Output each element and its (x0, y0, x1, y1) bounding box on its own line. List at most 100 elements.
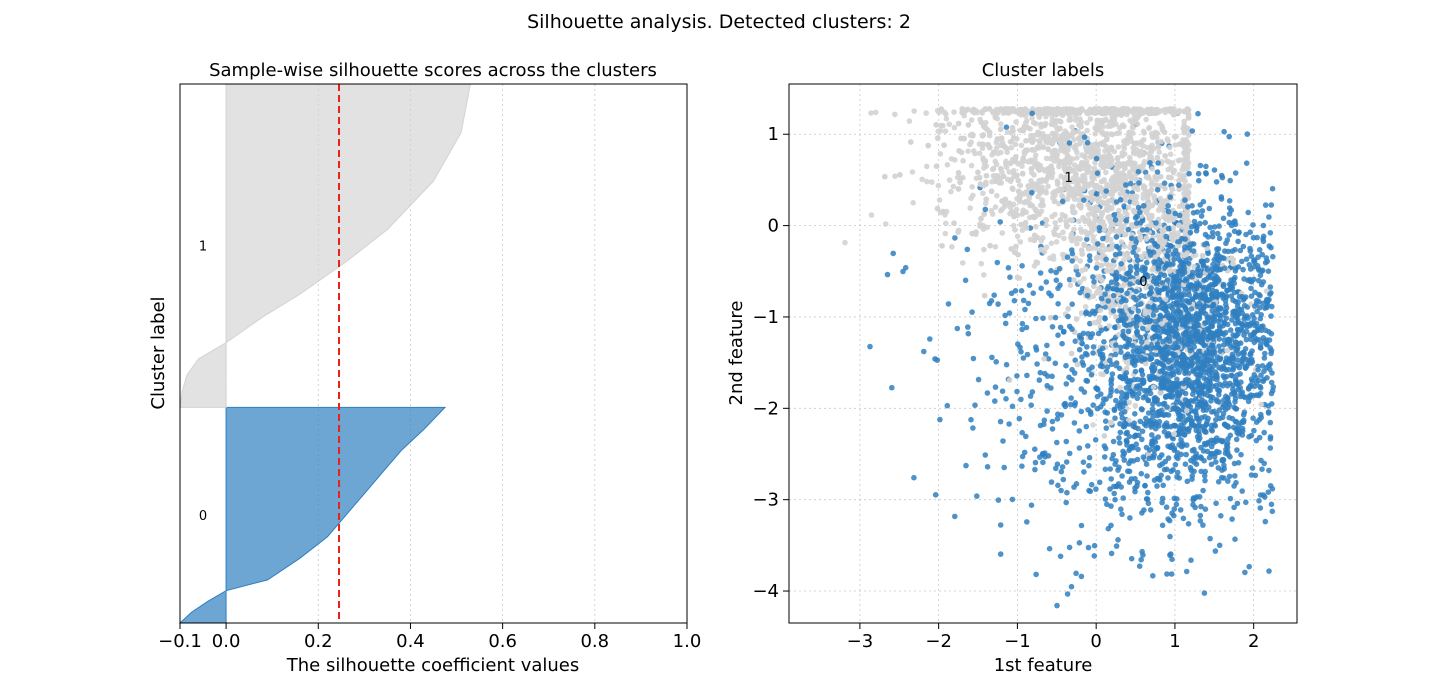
scatter-point-cluster-0 (1187, 241, 1193, 248)
scatter-point-cluster-0 (1235, 357, 1241, 363)
scatter-point-cluster-0 (1019, 429, 1025, 436)
scatter-point-cluster-1 (1113, 168, 1119, 174)
scatter-point-cluster-0 (1204, 448, 1211, 455)
scatter-point-cluster-0 (1135, 204, 1142, 211)
scatter-point-cluster-1 (1045, 173, 1051, 180)
scatter-point-cluster-1 (1138, 141, 1144, 148)
scatter-point-cluster-1 (946, 121, 953, 128)
scatter-point-cluster-0 (1176, 212, 1183, 219)
scatter-point-cluster-0 (1195, 416, 1201, 422)
scatter-point-cluster-1 (1184, 155, 1191, 161)
scatter-point-cluster-0 (1024, 351, 1031, 358)
scatter-point-cluster-1 (1144, 339, 1150, 346)
scatter-point-cluster-1 (986, 129, 993, 136)
scatter-point-cluster-1 (948, 188, 954, 195)
scatter-point-cluster-0 (1147, 317, 1153, 324)
scatter-point-cluster-1 (1085, 164, 1091, 170)
scatter-point-cluster-0 (997, 219, 1003, 225)
scatter-point-cluster-0 (1181, 244, 1188, 250)
scatter-point-cluster-0 (1168, 551, 1174, 557)
scatter-point-cluster-0 (1159, 495, 1166, 502)
scatter-point-cluster-0 (1036, 377, 1043, 383)
scatter-point-cluster-0 (982, 452, 989, 458)
scatter-point-cluster-0 (1059, 198, 1066, 205)
scatter-point-cluster-1 (1084, 120, 1090, 126)
scatter-point-cluster-0 (1218, 474, 1225, 481)
scatter-point-cluster-0 (1218, 513, 1224, 519)
scatter-point-cluster-0 (1098, 327, 1105, 334)
scatter-point-cluster-0 (1229, 516, 1235, 522)
scatter-point-cluster-0 (1012, 288, 1019, 294)
scatter-point-cluster-1 (1109, 186, 1116, 192)
scatter-point-cluster-1 (1035, 181, 1041, 187)
scatter-point-cluster-0 (1239, 360, 1245, 367)
scatter-point-cluster-0 (1206, 205, 1213, 212)
scatter-point-cluster-1 (935, 182, 942, 189)
scatter-point-cluster-1 (1106, 323, 1113, 329)
scatter-point-cluster-0 (1259, 466, 1265, 473)
scatter-point-cluster-1 (1018, 127, 1025, 133)
scatter-point-cluster-1 (923, 110, 929, 116)
scatter-point-cluster-0 (1119, 511, 1125, 518)
scatter-point-cluster-0 (1066, 276, 1073, 283)
scatter-point-cluster-1 (975, 169, 981, 176)
scatter-point-cluster-0 (1191, 320, 1197, 326)
scatter-point-cluster-1 (1090, 422, 1096, 428)
scatter-point-cluster-0 (1197, 311, 1203, 317)
scatter-point-cluster-1 (1067, 155, 1073, 162)
scatter-point-cluster-1 (1013, 154, 1019, 160)
scatter-point-cluster-0 (964, 246, 971, 253)
scatter-point-cluster-0 (1084, 378, 1091, 384)
silhouette-axes-frame (179, 83, 688, 624)
scatter-point-cluster-0 (1240, 412, 1247, 418)
scatter-point-cluster-0 (1108, 476, 1114, 482)
scatter-point-cluster-0 (1178, 451, 1184, 458)
scatter-point-cluster-1 (959, 106, 965, 112)
scatter-point-cluster-0 (1032, 459, 1039, 466)
scatter-point-cluster-0 (1164, 350, 1170, 357)
scatter-point-cluster-1 (1067, 282, 1074, 289)
scatter-point-cluster-1 (980, 190, 986, 197)
scatter-point-cluster-0 (1232, 268, 1239, 274)
scatter-point-cluster-0 (1185, 260, 1192, 267)
scatter-point-cluster-0 (1087, 320, 1093, 327)
scatter-point-cluster-0 (1116, 440, 1123, 446)
scatter-point-cluster-0 (1208, 426, 1215, 433)
scatter-point-cluster-1 (1039, 177, 1046, 183)
scatter-point-cluster-0 (1032, 446, 1038, 453)
scatter-point-cluster-1 (980, 141, 986, 148)
scatter-point-cluster-0 (1199, 208, 1206, 214)
scatter-point-cluster-1 (1071, 277, 1077, 283)
scatter-point-cluster-1 (1097, 307, 1104, 314)
scatter-point-cluster-1 (979, 133, 986, 139)
scatter-point-cluster-1 (1014, 233, 1021, 240)
scatter-point-cluster-0 (1052, 360, 1059, 367)
scatter-point-cluster-1 (1168, 174, 1174, 181)
scatter-point-cluster-1 (1054, 181, 1061, 188)
scatter-point-cluster-0 (1246, 434, 1252, 440)
scatter-point-cluster-0 (1226, 232, 1232, 238)
scatter-point-cluster-0 (1064, 591, 1071, 597)
scatter-point-cluster-0 (1053, 277, 1060, 284)
scatter-point-cluster-1 (1052, 109, 1059, 115)
scatter-point-cluster-0 (1170, 435, 1176, 442)
scatter-point-cluster-0 (1060, 476, 1067, 483)
scatter-point-cluster-0 (963, 462, 969, 469)
scatter-point-cluster-1 (998, 207, 1004, 214)
scatter-point-cluster-0 (1227, 327, 1234, 333)
scatter-point-cluster-1 (1089, 171, 1096, 177)
scatter-point-cluster-0 (1185, 521, 1192, 527)
scatter-point-cluster-0 (1216, 312, 1222, 318)
scatter-point-cluster-1 (1043, 222, 1049, 229)
scatter-point-cluster-0 (1179, 401, 1186, 407)
scatter-point-cluster-0 (1186, 299, 1192, 306)
scatter-point-cluster-0 (1018, 288, 1025, 294)
scatter-point-cluster-0 (1029, 389, 1036, 395)
scatter-point-cluster-0 (1115, 643, 1121, 649)
scatter-point-cluster-1 (925, 142, 931, 149)
scatter-point-cluster-1 (960, 158, 966, 164)
scatter-point-cluster-0 (1224, 321, 1231, 328)
scatter-point-cluster-0 (1253, 375, 1259, 381)
scatter-point-cluster-0 (1164, 253, 1171, 259)
scatter-point-cluster-1 (1122, 303, 1129, 310)
